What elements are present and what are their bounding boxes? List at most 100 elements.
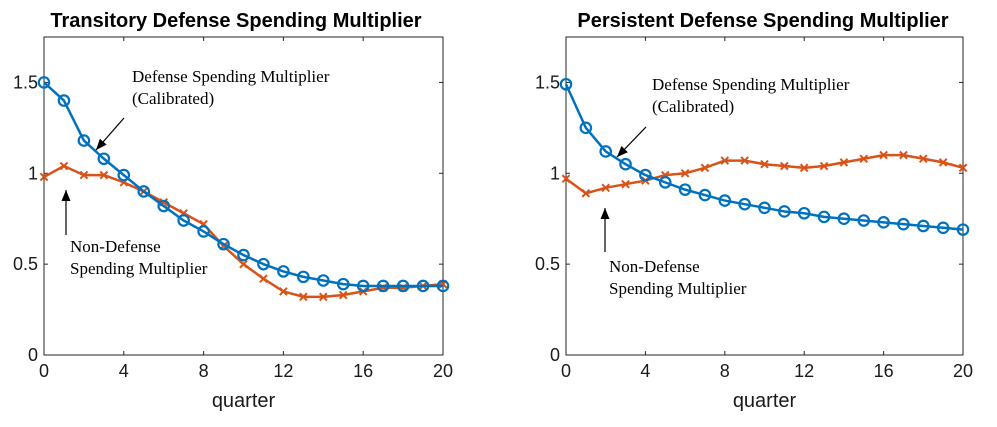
x-axis-label: quarter — [212, 390, 276, 412]
data-point-non-defense — [581, 188, 591, 198]
data-point-non-defense — [918, 154, 928, 164]
y-tick-label: 0.5 — [13, 254, 38, 274]
data-point-defense — [277, 265, 290, 278]
data-point-defense — [698, 188, 712, 202]
data-point-non-defense — [561, 174, 571, 184]
data-point-defense — [37, 76, 51, 89]
data-point-defense — [559, 77, 573, 91]
annotation-text: Non-Defense — [609, 257, 700, 276]
chart-title: Transitory Defense Spending Multiplier — [50, 10, 421, 32]
data-point-defense — [197, 225, 210, 238]
annotation-text: (Calibrated) — [652, 97, 734, 116]
data-point-defense — [57, 94, 71, 107]
data-point-defense — [916, 219, 930, 233]
x-tick-label: 16 — [874, 361, 894, 381]
data-point-non-defense — [299, 292, 308, 302]
data-point-non-defense — [621, 179, 630, 189]
data-point-defense — [857, 214, 871, 227]
y-tick-label: 1 — [550, 163, 560, 183]
x-tick-label: 0 — [561, 361, 571, 381]
data-point-defense — [257, 257, 270, 271]
y-tick-label: 1.5 — [535, 72, 560, 92]
plot-area — [43, 36, 444, 356]
data-point-non-defense — [59, 161, 69, 171]
data-point-non-defense — [680, 168, 690, 178]
data-point-non-defense — [760, 159, 769, 169]
data-point-non-defense — [780, 161, 789, 171]
data-point-defense — [678, 183, 692, 196]
y-tick-label: 0 — [28, 345, 38, 365]
data-point-non-defense — [839, 158, 849, 167]
x-tick-label: 20 — [433, 361, 453, 381]
data-point-non-defense — [259, 274, 268, 283]
data-point-non-defense — [958, 163, 968, 173]
x-tick-label: 20 — [953, 361, 973, 381]
y-tick-label: 0 — [550, 345, 560, 365]
data-point-defense — [77, 134, 91, 147]
data-point-non-defense — [601, 183, 611, 193]
data-point-non-defense — [279, 287, 288, 296]
data-point-defense — [137, 185, 151, 198]
data-point-non-defense — [859, 154, 869, 164]
data-point-defense — [177, 214, 190, 227]
data-point-defense — [897, 217, 910, 231]
data-point-non-defense — [879, 150, 888, 160]
data-point-non-defense — [740, 156, 749, 165]
data-point-defense — [316, 274, 330, 287]
data-point-defense — [436, 279, 450, 293]
plot-area — [565, 36, 964, 356]
data-point-non-defense — [938, 158, 948, 167]
data-point-defense — [837, 212, 851, 226]
annotation-arrowhead — [617, 145, 628, 157]
x-tick-label: 8 — [720, 361, 730, 381]
annotation-text: Non-Defense — [70, 237, 161, 256]
x-axis-label: quarter — [733, 390, 797, 412]
data-point-defense — [336, 277, 350, 291]
data-point-defense — [956, 223, 970, 236]
data-point-defense — [579, 121, 593, 135]
y-tick-label: 1.5 — [13, 72, 38, 92]
data-point-defense — [97, 152, 111, 166]
data-point-defense — [356, 279, 370, 293]
data-point-defense — [157, 199, 170, 213]
data-point-defense — [758, 201, 771, 215]
data-point-non-defense — [39, 172, 49, 182]
data-point-defense — [619, 157, 632, 171]
data-point-defense — [599, 145, 612, 158]
series-line-defense — [564, 83, 964, 231]
x-tick-label: 16 — [353, 361, 373, 381]
data-point-defense — [217, 237, 230, 251]
data-point-non-defense — [819, 161, 829, 171]
data-point-non-defense — [239, 259, 248, 269]
data-point-non-defense — [99, 170, 109, 180]
data-point-defense — [416, 279, 430, 293]
data-point-non-defense — [899, 150, 908, 160]
x-tick-label: 4 — [640, 361, 650, 381]
data-point-defense — [237, 248, 250, 262]
annotation-arrowhead — [61, 190, 71, 201]
x-tick-label: 8 — [199, 361, 209, 381]
data-point-defense — [778, 205, 791, 218]
data-point-defense — [297, 270, 310, 284]
data-point-defense — [658, 176, 672, 189]
series-line-non-defense — [565, 153, 964, 195]
y-tick-label: 0.5 — [535, 254, 560, 274]
data-point-defense — [877, 216, 890, 229]
data-point-defense — [639, 168, 652, 182]
data-point-defense — [376, 279, 390, 293]
data-point-defense — [936, 221, 950, 235]
data-point-non-defense — [799, 163, 809, 173]
data-point-non-defense — [79, 170, 89, 180]
y-tick-label: 1 — [28, 163, 38, 183]
data-point-defense — [117, 168, 131, 182]
series-line-defense — [43, 81, 443, 288]
annotation-text: Defense Spending Multiplier — [652, 75, 850, 94]
x-tick-label: 12 — [794, 361, 814, 381]
annotation-text: Defense Spending Multiplier — [132, 67, 330, 86]
chart-transitory: Transitory Defense Spending Multiplier 0 4… — [13, 10, 453, 412]
x-tick-label: 4 — [119, 361, 129, 381]
annotation-arrowhead — [600, 208, 610, 219]
chart-persistent: Persistent Defense Spending Multiplier 0 4… — [535, 10, 973, 412]
data-point-non-defense — [720, 156, 730, 165]
